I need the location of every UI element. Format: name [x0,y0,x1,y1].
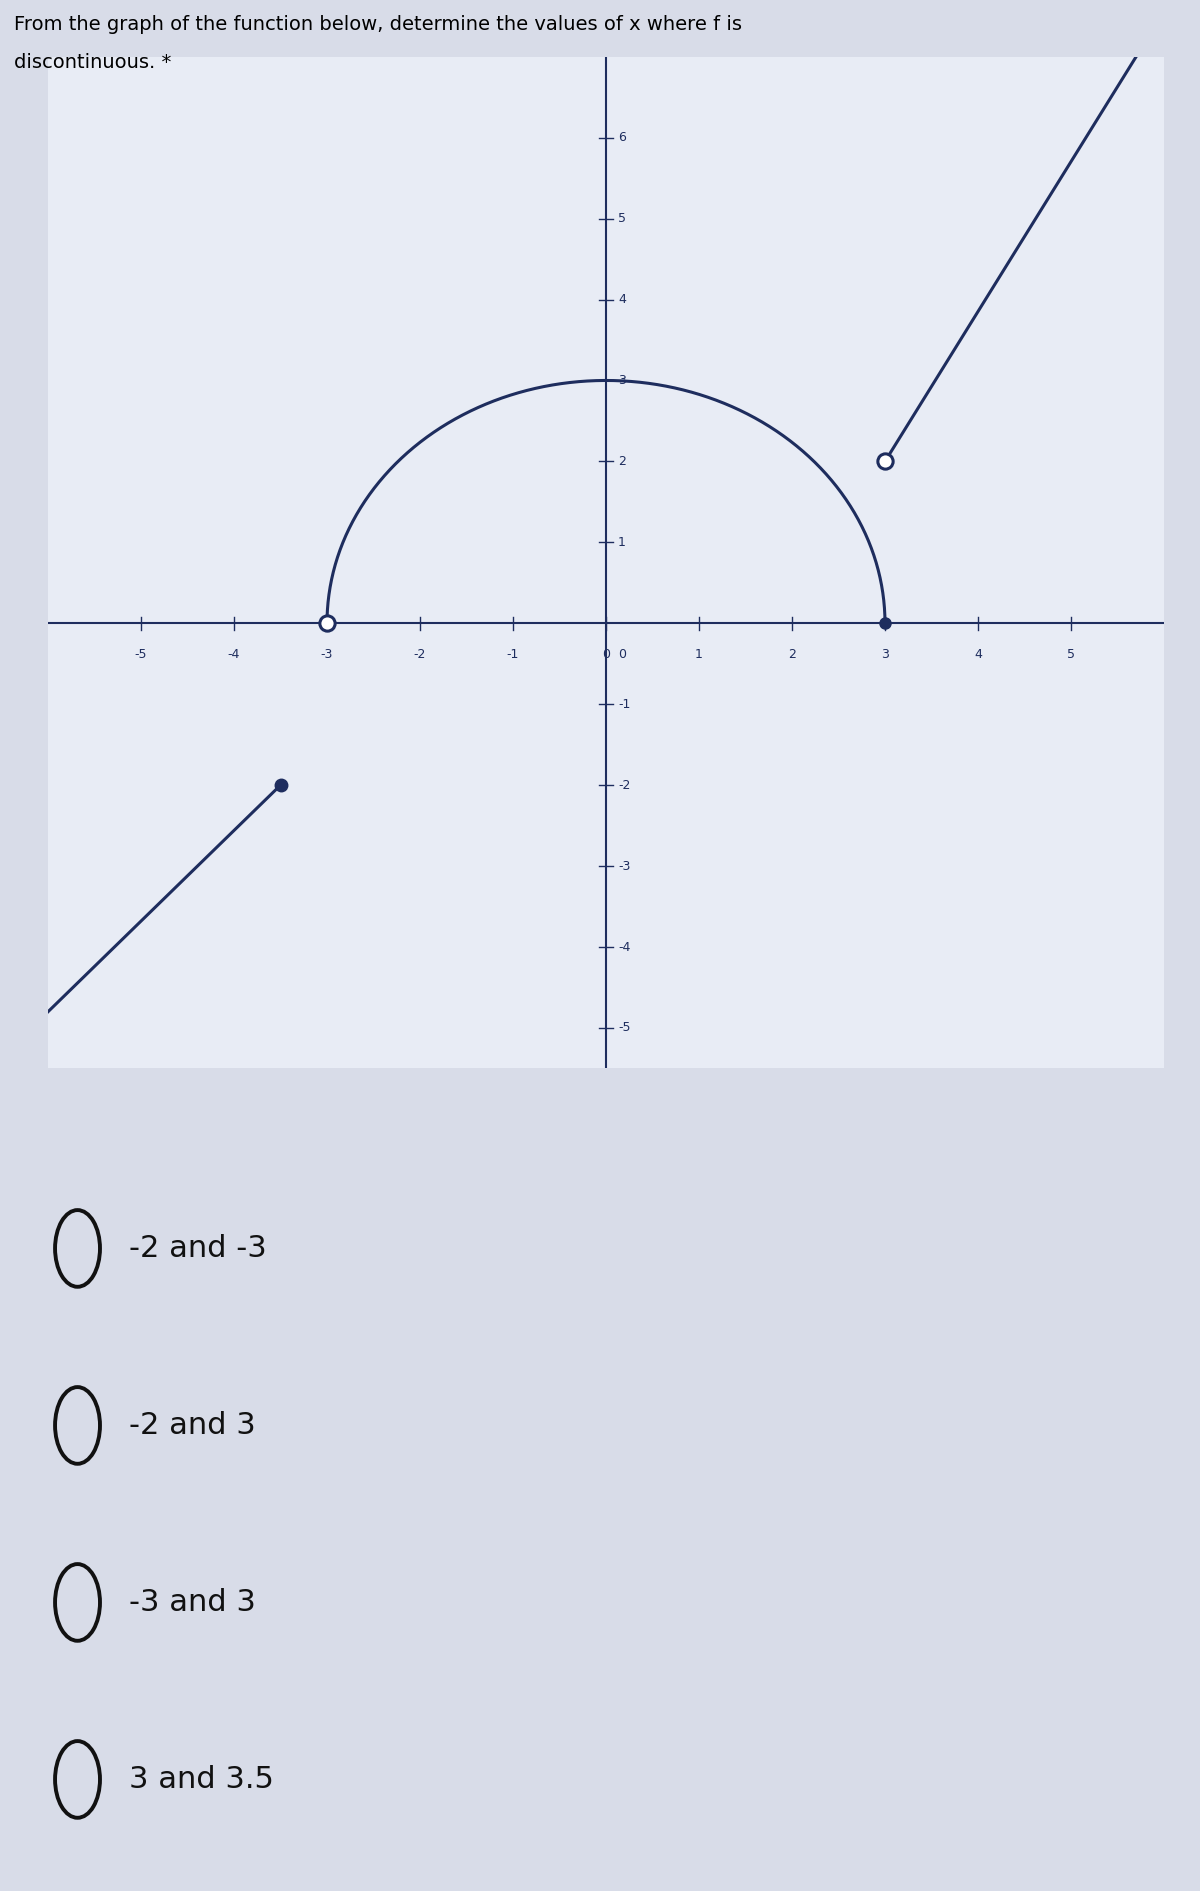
Text: -5: -5 [134,647,148,660]
Text: -2: -2 [618,779,630,792]
Text: 3: 3 [881,647,889,660]
Text: 2: 2 [618,456,626,467]
Text: discontinuous. *: discontinuous. * [14,53,172,72]
Text: -3 and 3: -3 and 3 [130,1588,257,1617]
Text: -4: -4 [228,647,240,660]
Text: 0: 0 [602,647,610,660]
Text: 2: 2 [788,647,796,660]
Text: -2 and 3: -2 and 3 [130,1411,256,1439]
Text: 1: 1 [695,647,703,660]
Text: 4: 4 [618,293,626,306]
Text: -3: -3 [320,647,334,660]
Text: -2 and -3: -2 and -3 [130,1235,268,1263]
Text: -1: -1 [618,698,630,711]
Text: 5: 5 [618,212,626,225]
Text: 0: 0 [618,647,626,660]
Text: -1: -1 [506,647,520,660]
Text: -2: -2 [414,647,426,660]
Text: -3: -3 [618,860,630,872]
Text: 6: 6 [618,130,626,144]
Text: From the graph of the function below, determine the values of x where f is: From the graph of the function below, de… [14,15,743,34]
Text: 5: 5 [1067,647,1075,660]
Text: -4: -4 [618,940,630,953]
Text: 3 and 3.5: 3 and 3.5 [130,1764,275,1795]
Text: 1: 1 [618,535,626,548]
Text: 3: 3 [618,374,626,388]
Text: -5: -5 [618,1021,630,1034]
Text: 4: 4 [974,647,982,660]
